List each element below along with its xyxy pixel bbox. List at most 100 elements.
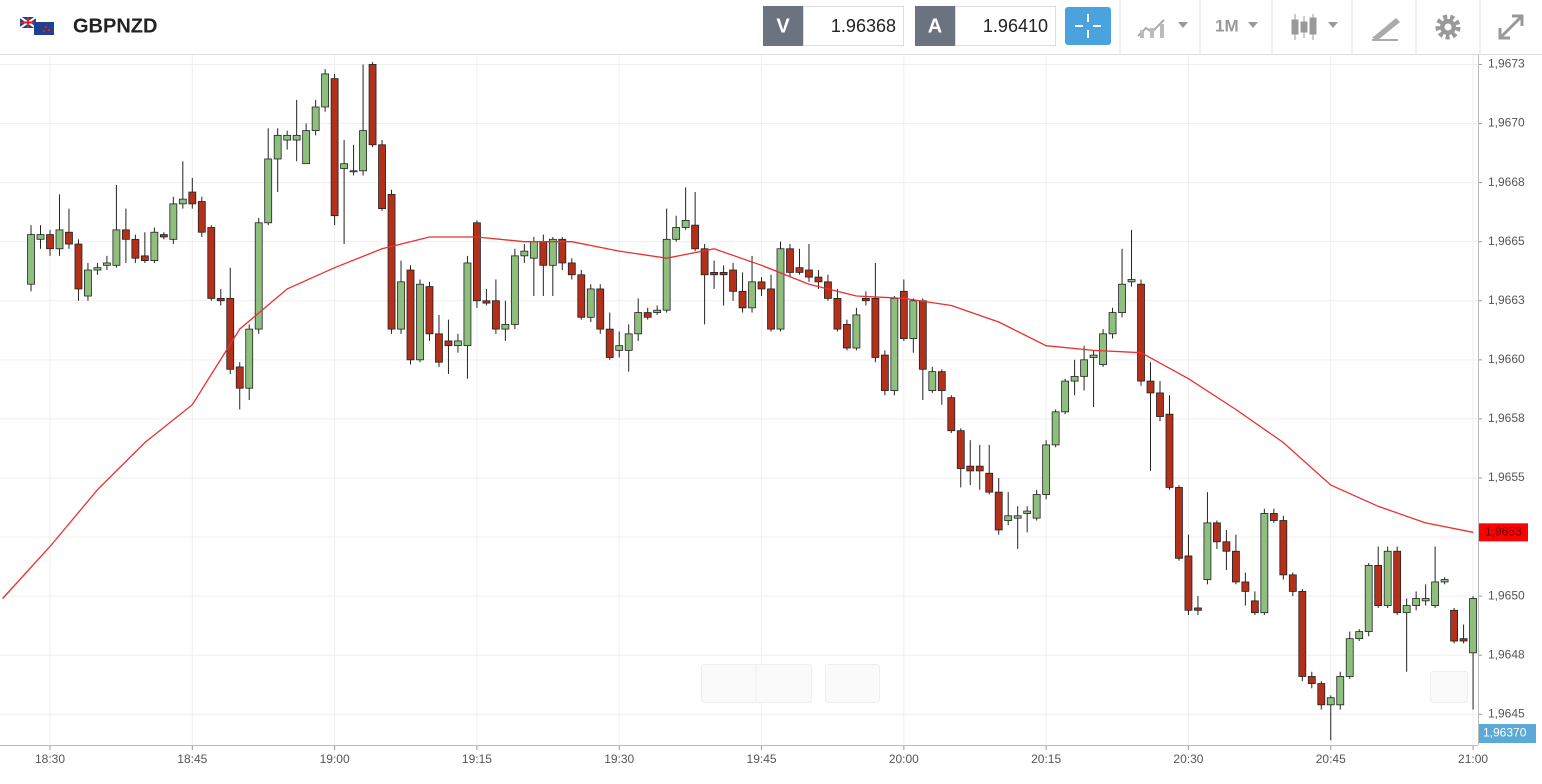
candle-body [1459,638,1468,642]
x-tick-label: 19:45 [747,752,777,766]
candle-body [909,300,918,339]
price-tag [1479,724,1536,743]
candle-body [1194,607,1202,611]
candle-body [1250,600,1259,614]
candle-body [169,203,178,240]
y-tick-label: 1,9668 [1488,175,1525,189]
buy-label[interactable]: A [928,15,942,37]
candle-body [548,238,557,266]
candle-body [605,328,614,358]
candle-body [918,300,927,370]
candle-body [1298,591,1307,677]
candle-body [27,234,35,285]
candle-body [539,241,548,266]
y-tick-label: 1,9670 [1488,116,1525,130]
candle-body [814,276,823,283]
y-tick-label: 1,9650 [1488,588,1525,602]
candle-body [140,255,149,261]
candle-body [1004,515,1013,521]
candle-body [93,267,102,271]
chart-type-button[interactable] [1137,19,1188,38]
candle-body [1099,333,1107,365]
candle-body [103,262,111,266]
buy-price-box[interactable] [955,6,1056,46]
candle-body [1288,574,1297,592]
x-tick-label: 20:00 [889,752,919,766]
sell-button[interactable] [763,6,803,46]
candle-body [226,297,235,370]
candle-body [1213,522,1221,543]
candle-body [1042,444,1051,495]
candle-body [1070,375,1079,382]
candle-body [966,465,975,472]
candle-body [596,288,605,330]
candle-body [880,354,889,391]
candle-body [473,222,481,302]
candle-body [1374,565,1383,606]
timeframe-arrow[interactable] [1248,22,1258,28]
candle-body [1175,487,1183,559]
sell-price[interactable]: 1.96368 [831,16,896,36]
candle-body [131,238,140,259]
candle-body [368,64,377,146]
candle-style-button[interactable] [1291,14,1338,40]
candle-body [1032,494,1041,519]
candle-body [159,234,168,238]
candle-body [340,163,348,169]
drawing-tools-button[interactable] [1372,18,1400,41]
candle-body [1431,581,1440,606]
candle-body [558,238,567,264]
sell-label[interactable]: V [776,15,790,37]
settings-button[interactable] [1435,14,1461,40]
candle-body [1023,510,1032,514]
candle-body [1269,513,1278,521]
candle-body [188,191,197,205]
candle-body [416,283,424,361]
candle-body [700,248,709,276]
candle-body [1231,550,1240,583]
candle-body [387,194,396,330]
candle-body [1317,683,1326,706]
candle-body [311,106,320,132]
candle-body [491,300,500,330]
candle-body [359,130,367,172]
candle-body [302,130,311,165]
buy-button[interactable] [915,6,955,46]
candle-body [330,78,339,217]
candle-body [691,224,700,250]
candle-body [510,255,519,325]
candle-body [292,134,301,141]
crosshair-button[interactable] [1065,7,1111,45]
scroll-control[interactable] [1430,671,1468,703]
candle-body [1326,697,1335,706]
candle-body [975,465,984,472]
candle-body [1118,283,1126,313]
candle-body [805,269,813,278]
candle-body [1013,515,1022,519]
candle-body [624,333,633,351]
timeframe[interactable]: 1M [1215,16,1239,35]
candle-body [1279,520,1288,576]
candle-body [321,73,330,108]
candle-body [482,300,491,304]
candle-body [1421,598,1430,602]
candle-body [729,269,737,292]
sell-price-box[interactable] [803,6,904,46]
candle-body [899,290,908,339]
y-tick-label: 1,9648 [1488,647,1525,661]
candle-body [1222,541,1231,552]
buy-price[interactable]: 1.96410 [983,16,1048,36]
fullscreen-button[interactable] [1498,14,1524,40]
candle-body [776,248,785,330]
y-tick-label: 1,9660 [1488,352,1525,366]
candle-body [1364,565,1373,632]
candle-body [1108,312,1117,335]
flag-icon [19,16,54,35]
candle-body [956,430,965,469]
candle-body [852,314,861,349]
candle-body [1345,638,1354,677]
reset-control[interactable] [825,664,880,703]
candle-body [890,297,899,391]
